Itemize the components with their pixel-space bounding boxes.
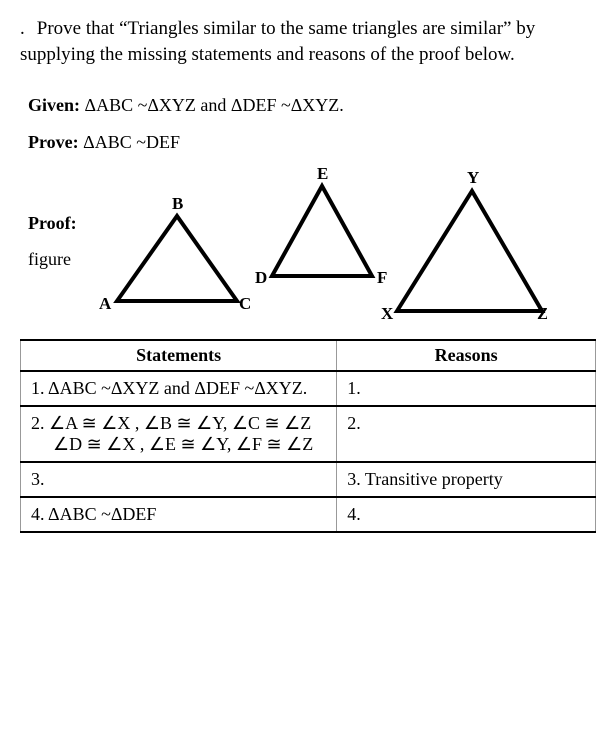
- statement-text-2: ∠D ≅ ∠X , ∠E ≅ ∠Y, ∠F ≅ ∠Z: [31, 434, 326, 455]
- table-row: 1. ΔABC ~ΔXYZ and ΔDEF ~ΔXYZ. 1.: [21, 371, 596, 406]
- proof-figure-labels: Proof: figure: [28, 205, 77, 277]
- reason-cell: 3. Transitive property: [337, 462, 596, 497]
- table-header-row: Statements Reasons: [21, 340, 596, 371]
- statement-text: 3.: [31, 469, 326, 490]
- header-statements: Statements: [21, 340, 337, 371]
- statement-text: 4. ΔABC ~ΔDEF: [31, 504, 326, 525]
- proof-label: Proof:: [28, 205, 77, 241]
- table-row: 4. ΔABC ~ΔDEF 4.: [21, 497, 596, 532]
- reason-cell: 1.: [337, 371, 596, 406]
- proof-table: Statements Reasons 1. ΔABC ~ΔXYZ and ΔDE…: [20, 339, 596, 533]
- triangles-svg: A B CD E FX Y Z: [87, 161, 547, 321]
- svg-text:C: C: [239, 294, 251, 313]
- proof-figure-row: Proof: figure A B CD E FX Y Z: [28, 161, 596, 321]
- reason-text: 3. Transitive property: [347, 469, 503, 489]
- svg-text:A: A: [99, 294, 112, 313]
- svg-text:D: D: [255, 268, 267, 287]
- figure-label: figure: [28, 241, 77, 277]
- svg-text:F: F: [377, 268, 387, 287]
- svg-text:E: E: [317, 164, 328, 183]
- reason-cell: 4.: [337, 497, 596, 532]
- intro-text: Prove that “Triangles similar to the sam…: [20, 18, 535, 65]
- svg-text:Z: Z: [537, 304, 547, 321]
- prove-line: Prove: ΔABC ~DEF: [28, 132, 596, 153]
- table-row: 2. ∠A ≅ ∠X , ∠B ≅ ∠Y, ∠C ≅ ∠Z ∠D ≅ ∠X , …: [21, 406, 596, 462]
- header-reasons: Reasons: [337, 340, 596, 371]
- given-text: ΔABC ~ΔXYZ and ΔDEF ~ΔXYZ.: [80, 95, 344, 115]
- intro-paragraph: . Prove that “Triangles similar to the s…: [20, 16, 596, 67]
- statement-cell: 4. ΔABC ~ΔDEF: [21, 497, 337, 532]
- prove-label: Prove:: [28, 132, 79, 152]
- reason-text: 1.: [347, 378, 361, 398]
- svg-text:Y: Y: [467, 168, 479, 187]
- statement-cell: 2. ∠A ≅ ∠X , ∠B ≅ ∠Y, ∠C ≅ ∠Z ∠D ≅ ∠X , …: [21, 406, 337, 462]
- statement-cell: 3.: [21, 462, 337, 497]
- given-label: Given:: [28, 95, 80, 115]
- table-row: 3. 3. Transitive property: [21, 462, 596, 497]
- statement-text: 1. ΔABC ~ΔXYZ and ΔDEF ~ΔXYZ.: [31, 378, 326, 399]
- bullet-dot: .: [20, 16, 32, 42]
- statement-text: 2. ∠A ≅ ∠X , ∠B ≅ ∠Y, ∠C ≅ ∠Z: [31, 413, 326, 434]
- reason-cell: 2.: [337, 406, 596, 462]
- svg-text:B: B: [172, 194, 183, 213]
- triangle-figures: A B CD E FX Y Z: [87, 161, 596, 321]
- prove-text: ΔABC ~DEF: [79, 132, 180, 152]
- given-line: Given: ΔABC ~ΔXYZ and ΔDEF ~ΔXYZ.: [28, 95, 596, 116]
- reason-text: 2.: [347, 413, 361, 433]
- statement-cell: 1. ΔABC ~ΔXYZ and ΔDEF ~ΔXYZ.: [21, 371, 337, 406]
- reason-text: 4.: [347, 504, 361, 524]
- svg-text:X: X: [381, 304, 394, 321]
